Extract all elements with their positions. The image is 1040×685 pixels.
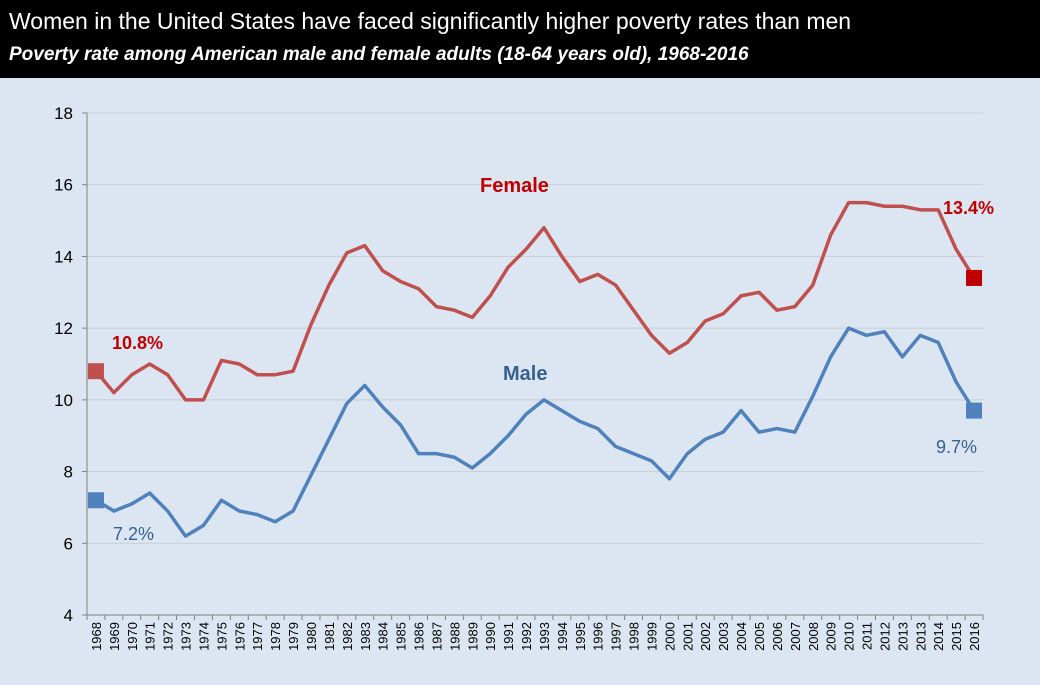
- x-tick-label: 1986: [412, 622, 427, 651]
- x-tick-label: 2015: [949, 622, 964, 651]
- female-line: [94, 200, 976, 402]
- x-tick-label: 1994: [555, 622, 570, 651]
- x-tick-label: 1999: [644, 622, 659, 651]
- x-tick-label: 1979: [286, 622, 301, 651]
- x-tick-label: 1981: [322, 622, 337, 651]
- x-tick-label: 1990: [483, 622, 498, 651]
- x-tick-label: 2013: [895, 622, 910, 651]
- y-tick-label: 4: [64, 606, 73, 625]
- female-series-label: Female: [480, 175, 549, 197]
- x-tick-label: 1968: [89, 622, 104, 651]
- x-tick-label: 1985: [394, 622, 409, 651]
- x-tick-label: 2016: [967, 622, 982, 651]
- x-tick-label: 1975: [214, 622, 229, 651]
- male-start-label: 7.2%: [113, 524, 154, 544]
- x-tick-label: 1976: [232, 622, 247, 651]
- female-start-marker: [87, 363, 104, 380]
- x-tick-label: 2013: [913, 622, 928, 651]
- female-end-label: 13.4%: [943, 198, 994, 218]
- x-tick-label: 1982: [340, 622, 355, 651]
- x-tick-label: 1997: [609, 622, 624, 651]
- male-series-label: Male: [503, 363, 547, 385]
- y-tick-label: 14: [54, 247, 73, 266]
- x-tick-label: 2010: [842, 622, 857, 651]
- chart-title: Women in the United States have faced si…: [9, 8, 852, 34]
- male-line: [95, 326, 976, 538]
- x-tick-label: 1989: [465, 622, 480, 651]
- x-tick-label: 1977: [250, 622, 265, 651]
- x-tick-label: 2005: [752, 622, 767, 651]
- header-bar: Women in the United States have faced si…: [0, 0, 1040, 78]
- male-end-label: 9.7%: [936, 437, 977, 457]
- x-tick-label: 1980: [304, 622, 319, 651]
- y-tick-label: 18: [54, 104, 73, 123]
- x-tick-label: 1974: [196, 622, 211, 651]
- y-tick-label: 8: [64, 463, 73, 482]
- x-tick-label: 1987: [429, 622, 444, 651]
- x-tick-label: 1970: [125, 622, 140, 651]
- x-tick-label: 2014: [931, 622, 946, 651]
- x-tick-label: 2007: [788, 622, 803, 651]
- x-tick-label: 1972: [161, 622, 176, 651]
- male-start-marker: [87, 492, 104, 509]
- x-tick-label: 1996: [591, 622, 606, 651]
- x-tick-label: 1988: [447, 622, 462, 651]
- x-tick-label: 1995: [573, 622, 588, 651]
- male-end-marker: [966, 402, 983, 419]
- x-tick-label: 1983: [358, 622, 373, 651]
- x-tick-label: 2004: [734, 622, 749, 651]
- chart-subtitle: Poverty rate among American male and fem…: [9, 44, 749, 65]
- x-tick-label: 1978: [268, 622, 283, 651]
- x-tick-label: 2001: [680, 622, 695, 651]
- x-tick-label: 2000: [662, 622, 677, 651]
- x-tick-label: 2002: [698, 622, 713, 651]
- x-tick-label: 1969: [107, 622, 122, 651]
- x-tick-label: 2012: [877, 622, 892, 651]
- female-start-label: 10.8%: [112, 333, 163, 353]
- x-tick-label: 1991: [501, 622, 516, 651]
- x-tick-label: 2009: [824, 622, 839, 651]
- y-tick-label: 12: [54, 319, 73, 338]
- x-tick-label: 2011: [860, 622, 875, 650]
- x-tick-label: 1971: [143, 622, 158, 651]
- x-tick-label: 2003: [716, 622, 731, 651]
- y-tick-label: 10: [54, 391, 73, 410]
- y-tick-label: 16: [54, 176, 73, 195]
- x-tick-label: 1992: [519, 622, 534, 651]
- x-tick-label: 2008: [806, 622, 821, 651]
- x-tick-label: 1984: [376, 622, 391, 651]
- x-tick-label: 1998: [627, 622, 642, 651]
- x-tick-label: 2006: [770, 622, 785, 651]
- y-tick-label: 6: [64, 534, 73, 553]
- x-tick-label: 1993: [537, 622, 552, 651]
- female-end-marker: [966, 269, 983, 286]
- x-tick-label: 1973: [179, 622, 194, 651]
